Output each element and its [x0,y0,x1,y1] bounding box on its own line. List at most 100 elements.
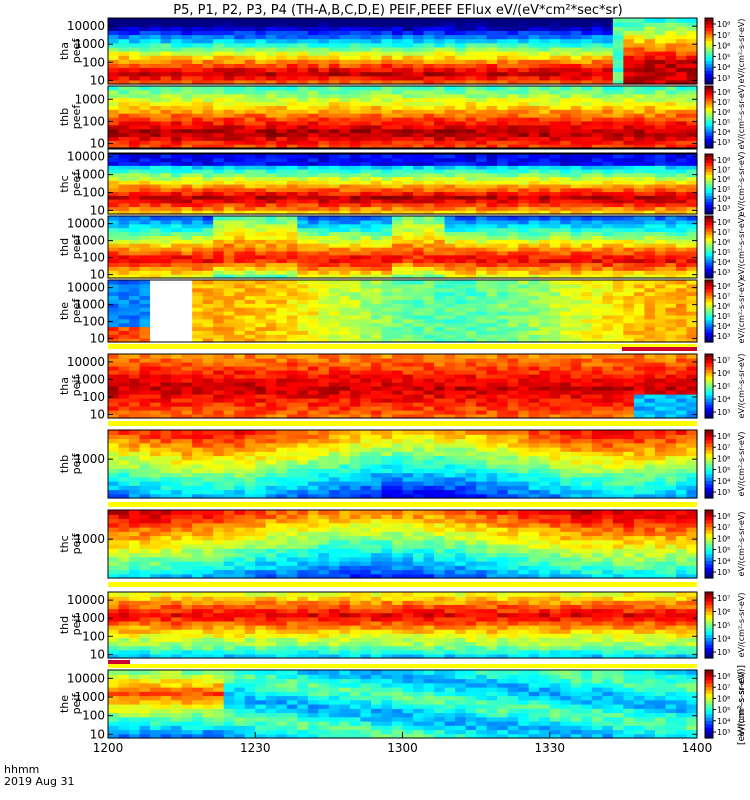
heatmap-cell [255,362,267,367]
heatmap-cell [507,26,519,31]
heatmap-cell [108,42,120,48]
heatmap-cell [234,287,246,293]
heatmap-cell [686,34,698,40]
heatmap-cell [633,172,646,178]
heatmap-cell [255,307,267,312]
heatmap-cell [476,117,488,122]
heatmap-cell [381,299,393,304]
heatmap-cell [465,22,477,27]
heatmap-cell [286,71,298,77]
heatmap-cell [486,105,498,110]
heatmap-cell [297,307,309,312]
heatmap-cell [370,303,383,308]
heatmap-cell [181,30,193,36]
heatmap-cell [150,247,162,252]
heatmap-cell [675,195,688,200]
heatmap-cell [518,75,530,81]
heatmap-cell [318,59,330,64]
heatmap-cell [476,307,488,312]
heatmap-cell [286,55,298,60]
heatmap-cell [665,210,677,215]
y-tick-label: 10000 [67,281,105,295]
heatmap-cell [570,303,582,308]
heatmap-cell [286,18,298,23]
heatmap-cell [602,254,614,260]
heatmap-cell [244,326,256,331]
heatmap-cell [612,169,624,174]
heatmap-cell [223,239,235,244]
heatmap-cell [602,334,614,339]
heatmap-cell [150,191,162,196]
heatmap-cell [591,280,603,285]
heatmap-cell [297,140,309,145]
heatmap-cell [339,283,351,289]
heatmap-cell [297,235,309,240]
heatmap-cell [539,235,551,240]
heatmap-cell [129,89,141,95]
heatmap-cell [444,120,456,126]
heatmap-cell [602,274,614,279]
heatmap-cell [108,231,120,236]
heatmap-cell [202,18,214,23]
heatmap-cell [360,79,372,85]
heatmap-cell [192,210,204,215]
heatmap-cell [497,187,509,193]
heatmap-cell [612,172,624,178]
heatmap-cell [560,38,572,44]
heatmap-cell [339,338,351,343]
colorbar-segment [705,101,713,106]
heatmap-cell [360,161,372,166]
colorbar-segment [705,175,713,179]
heatmap-cell [318,243,330,248]
heatmap-cell [255,311,267,316]
heatmap-cell [497,67,509,73]
heatmap-cell [507,195,519,200]
heatmap-cell [528,239,540,244]
heatmap-cell [223,184,235,189]
heatmap-cell [255,354,267,359]
heatmap-cell [644,26,656,31]
heatmap-cell [360,210,372,215]
heatmap-cell [455,22,467,27]
heatmap-cell [391,75,404,81]
heatmap-cell [139,161,151,166]
heatmap-cell [265,89,277,95]
heatmap-cell [108,128,120,134]
heatmap-cell [665,18,677,23]
heatmap-cell [612,330,624,335]
heatmap-cell [265,93,277,99]
heatmap-cell [234,26,246,31]
heatmap-cell [602,311,614,316]
heatmap-cell [160,262,172,267]
heatmap-cell [507,101,519,106]
heatmap-cell [118,132,130,137]
heatmap-cell [623,169,635,174]
heatmap-cell [139,124,151,130]
heatmap-cell [234,136,246,141]
heatmap-cell [633,330,646,335]
heatmap-cell [591,216,603,221]
heatmap-cell [171,366,183,371]
heatmap-cell [444,314,456,320]
heatmap-cell [686,55,698,60]
heatmap-cell [518,71,530,77]
heatmap-cell [434,97,446,103]
colorbar-segment [705,104,713,109]
heatmap-cell [570,235,582,240]
heatmap-cell [244,398,256,403]
heatmap-cell [181,291,193,297]
heatmap-cell [581,89,593,95]
heatmap-cell [139,231,151,236]
heatmap-cell [644,231,656,236]
heatmap-cell [192,330,204,335]
heatmap-cell [549,231,561,236]
heatmap-cell [612,231,624,236]
heatmap-cell [518,187,530,193]
heatmap-cell [381,161,393,166]
colorbar-segment [705,286,713,290]
heatmap-cell [591,338,603,343]
heatmap-cell [539,26,551,31]
heatmap-cell [528,22,540,27]
heatmap-cell [223,42,235,48]
heatmap-cell [623,46,635,52]
